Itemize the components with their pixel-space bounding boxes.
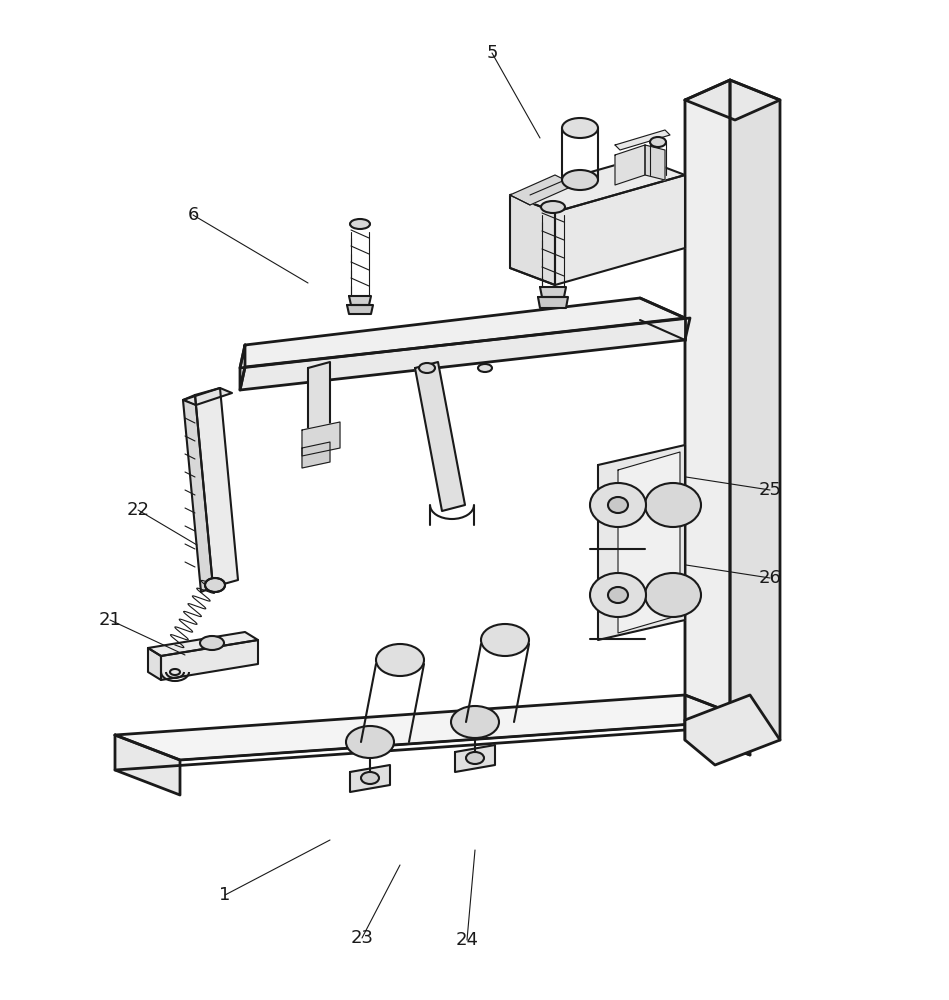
Text: 1: 1 — [219, 886, 231, 904]
Polygon shape — [538, 297, 568, 308]
Ellipse shape — [562, 118, 598, 138]
Polygon shape — [183, 388, 232, 405]
Polygon shape — [308, 362, 330, 441]
Polygon shape — [455, 745, 495, 772]
Text: 5: 5 — [486, 44, 497, 62]
Polygon shape — [240, 298, 685, 368]
Polygon shape — [645, 145, 665, 180]
Text: 22: 22 — [126, 501, 150, 519]
Ellipse shape — [645, 573, 701, 617]
Ellipse shape — [350, 219, 370, 229]
Ellipse shape — [478, 364, 492, 372]
Polygon shape — [510, 158, 685, 212]
Polygon shape — [240, 345, 245, 390]
Polygon shape — [510, 195, 555, 285]
Ellipse shape — [650, 137, 666, 147]
Ellipse shape — [361, 772, 379, 784]
Ellipse shape — [205, 578, 225, 592]
Polygon shape — [195, 388, 238, 587]
Ellipse shape — [645, 483, 701, 527]
Polygon shape — [615, 145, 645, 185]
Ellipse shape — [590, 573, 646, 617]
Ellipse shape — [346, 726, 394, 758]
Polygon shape — [615, 130, 670, 150]
Polygon shape — [302, 442, 330, 468]
Ellipse shape — [608, 587, 628, 603]
Polygon shape — [685, 80, 730, 740]
Polygon shape — [730, 80, 780, 740]
Polygon shape — [555, 175, 685, 285]
Polygon shape — [148, 648, 161, 680]
Polygon shape — [510, 175, 575, 205]
Ellipse shape — [541, 201, 565, 213]
Polygon shape — [685, 695, 780, 765]
Polygon shape — [350, 765, 390, 792]
Ellipse shape — [562, 170, 598, 190]
Polygon shape — [685, 695, 750, 755]
Ellipse shape — [481, 624, 529, 656]
Polygon shape — [347, 305, 373, 314]
Text: 6: 6 — [187, 206, 198, 224]
Polygon shape — [349, 296, 371, 305]
Polygon shape — [685, 80, 780, 120]
Ellipse shape — [376, 644, 424, 676]
Ellipse shape — [200, 636, 224, 650]
Polygon shape — [540, 287, 566, 297]
Text: 21: 21 — [99, 611, 121, 629]
Polygon shape — [148, 632, 258, 656]
Text: 26: 26 — [758, 569, 781, 587]
Polygon shape — [302, 422, 340, 456]
Polygon shape — [183, 395, 213, 592]
Polygon shape — [598, 445, 685, 640]
Polygon shape — [161, 640, 258, 680]
Text: 25: 25 — [758, 481, 781, 499]
Polygon shape — [115, 735, 180, 795]
Ellipse shape — [451, 706, 499, 738]
Polygon shape — [240, 318, 690, 390]
Text: 24: 24 — [456, 931, 478, 949]
Text: 23: 23 — [350, 929, 374, 947]
Ellipse shape — [419, 363, 435, 373]
Polygon shape — [115, 695, 750, 760]
Ellipse shape — [590, 483, 646, 527]
Ellipse shape — [466, 752, 484, 764]
Polygon shape — [415, 362, 465, 511]
Polygon shape — [618, 452, 680, 633]
Ellipse shape — [608, 497, 628, 513]
